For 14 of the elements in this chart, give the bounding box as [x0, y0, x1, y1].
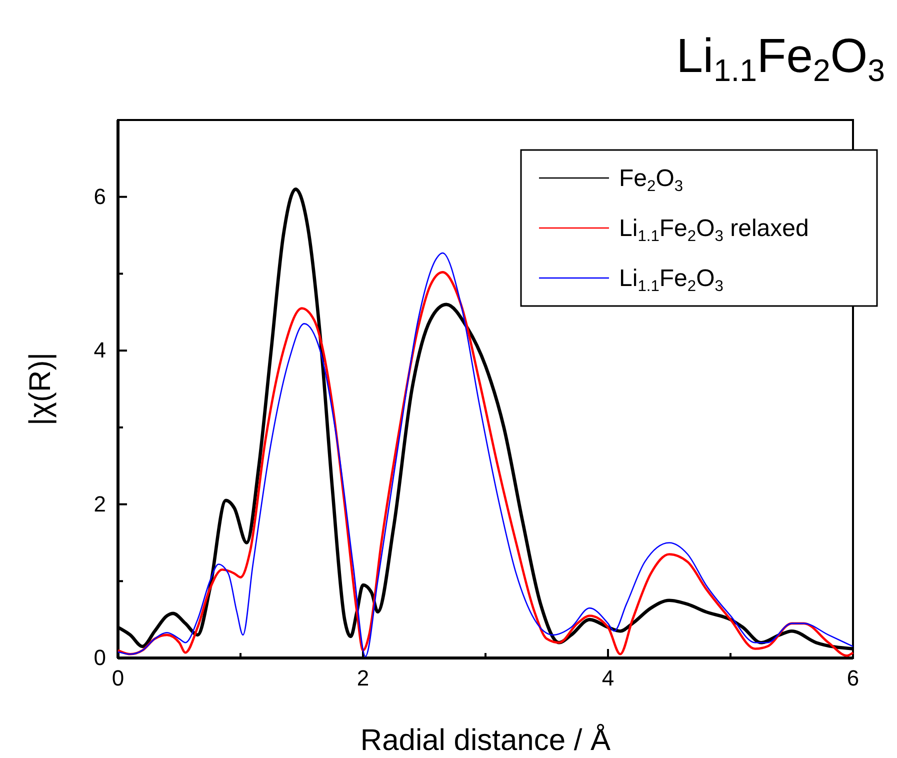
x-tick-label: 4 — [602, 666, 614, 691]
y-tick-label: 0 — [94, 645, 106, 670]
x-tick-label: 2 — [356, 666, 370, 691]
legend-label: Fe$_{2}$O$_{3}$ — [619, 165, 684, 195]
y-tick-label: 2 — [94, 491, 106, 516]
legend-label: Li$_{1.1}$Fe$_{2}$O$_{3}$ relaxed — [619, 215, 809, 245]
y-tick-label: 4 — [94, 338, 106, 363]
y-axis-title: |χ(R)| — [24, 352, 57, 426]
x-tick-label: 6 — [846, 666, 860, 691]
x-tick-label: 0 — [112, 666, 124, 691]
x-axis-title: Radial distance / Å — [360, 723, 611, 757]
y-tick-label: 6 — [94, 184, 106, 209]
legend-label: Li$_{1.1}$Fe$_{2}$O$_{3}$ — [619, 265, 724, 295]
chart-title: Li$_{1.1}$Fe$_{2}$O$_{3}$ — [676, 30, 885, 88]
